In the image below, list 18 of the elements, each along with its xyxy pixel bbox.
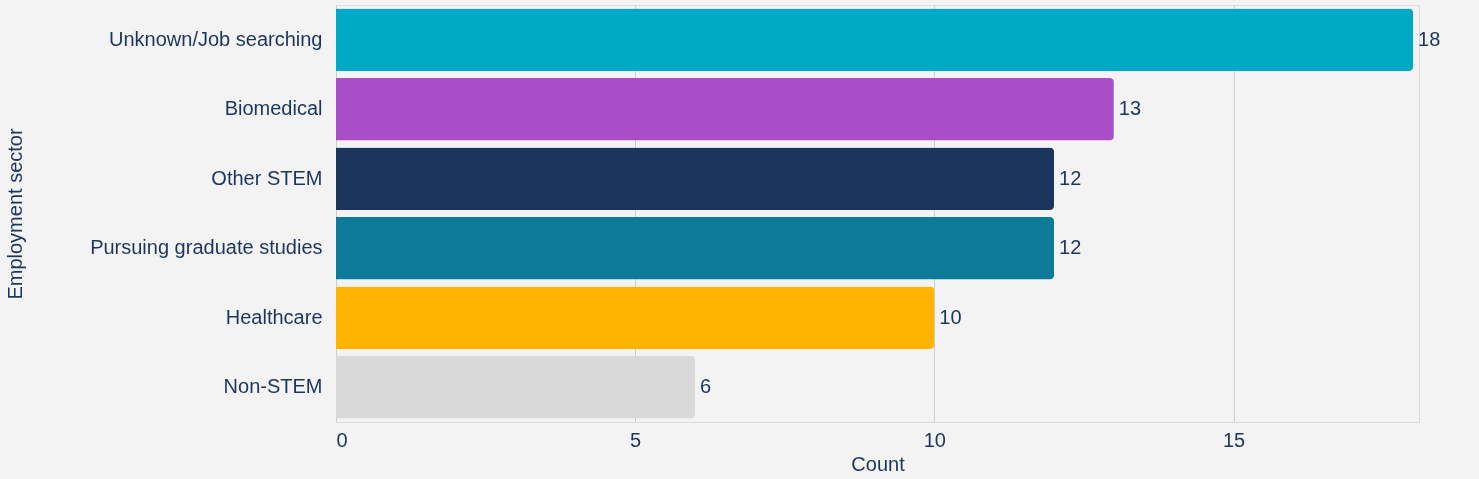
data-label: 10 bbox=[939, 305, 962, 328]
data-label: 13 bbox=[1118, 97, 1142, 120]
data-label: 12 bbox=[1059, 236, 1082, 259]
x-axis-title: Count bbox=[851, 452, 906, 475]
y-tick-label: Other STEM bbox=[211, 166, 323, 189]
y-tick-label: Unknown/Job searching bbox=[109, 27, 323, 50]
y-tick-label: Non-STEM bbox=[223, 375, 323, 398]
x-tick-label: 5 bbox=[630, 428, 642, 451]
data-label: 18 bbox=[1418, 27, 1441, 50]
y-tick-label: Pursuing graduate studies bbox=[90, 236, 323, 259]
data-label: 6 bbox=[700, 375, 712, 398]
data-label: 12 bbox=[1059, 166, 1082, 189]
x-tick-label: 10 bbox=[923, 428, 946, 451]
x-tick-label: 15 bbox=[1222, 428, 1246, 451]
y-tick-label: Biomedical bbox=[224, 97, 323, 120]
y-tick-label: Healthcare bbox=[225, 305, 323, 328]
y-axis-title: Employment sector bbox=[3, 128, 26, 300]
x-tick-label: 0 bbox=[336, 428, 348, 451]
